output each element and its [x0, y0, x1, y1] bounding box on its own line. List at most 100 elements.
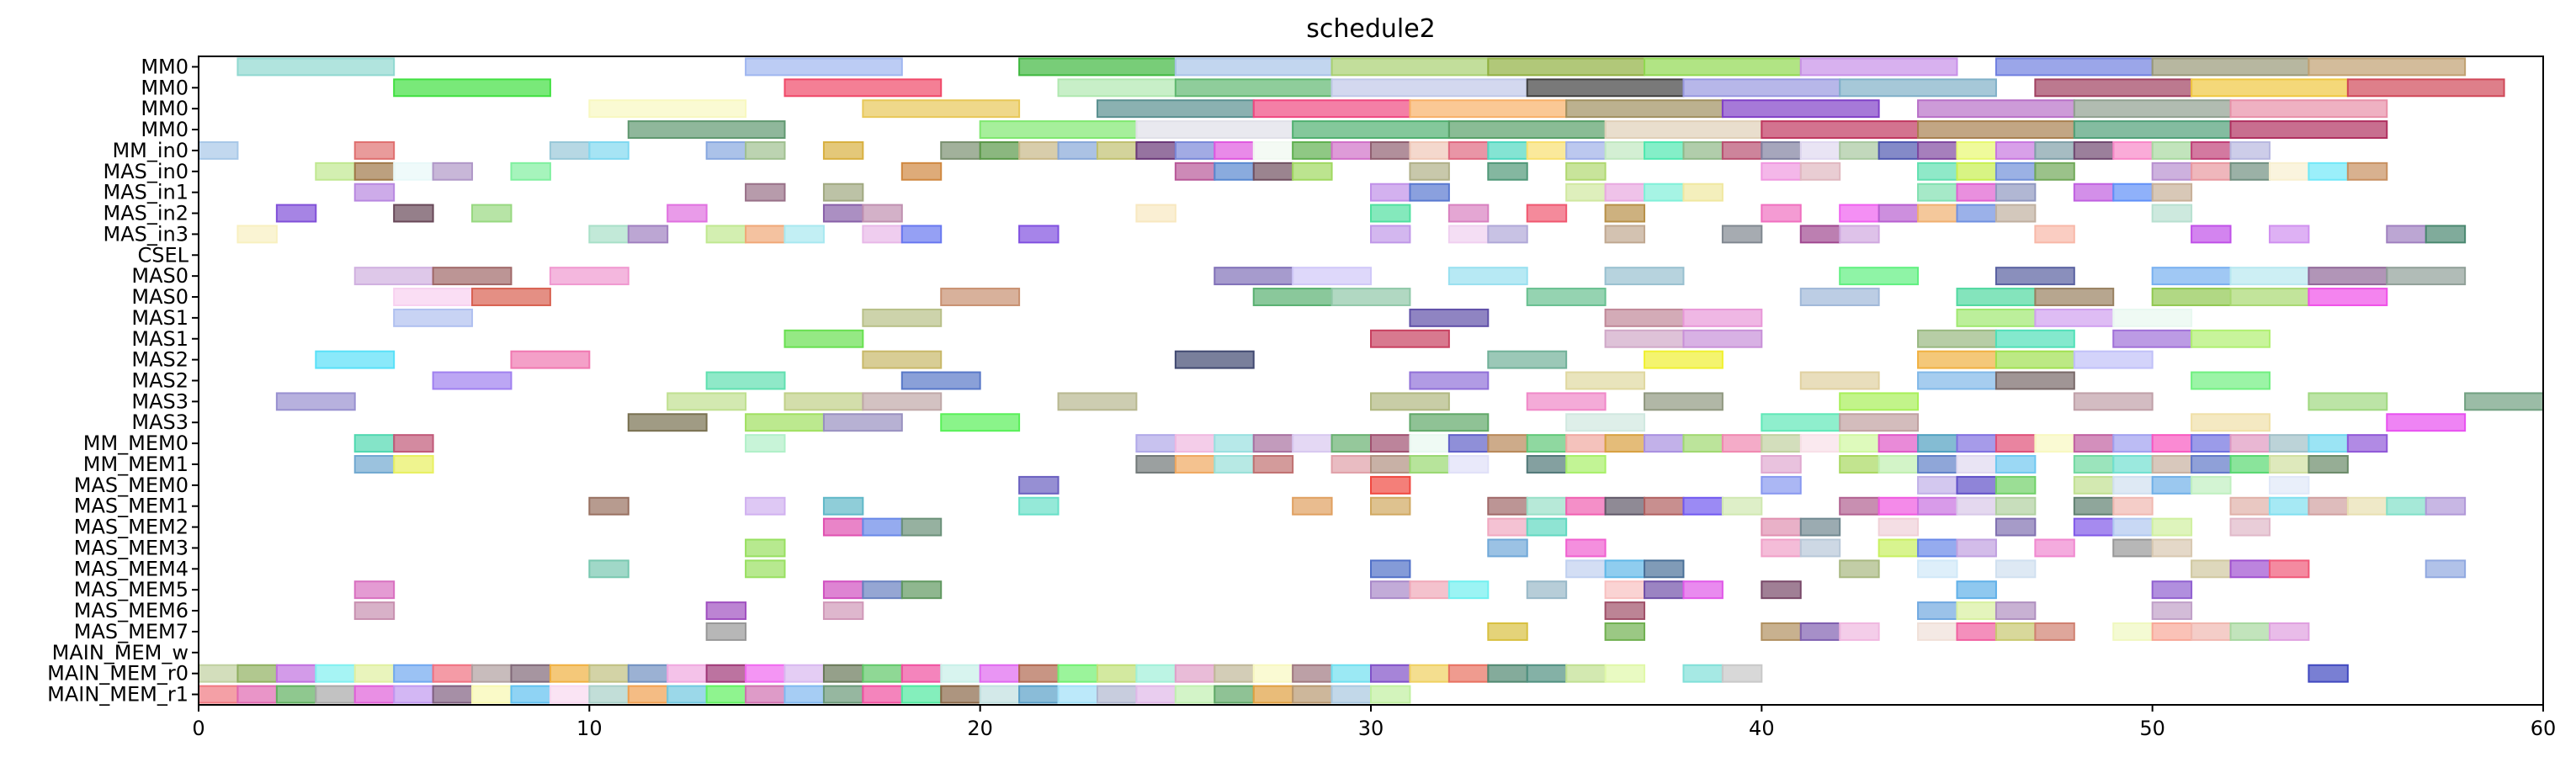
schedule-bar — [236, 685, 278, 704]
schedule-bar — [353, 455, 396, 474]
schedule-bar — [900, 161, 943, 181]
schedule-bar — [1917, 496, 1958, 516]
schedule-bar — [1487, 350, 1568, 369]
schedule-bar — [353, 183, 396, 202]
schedule-bar — [1135, 685, 1176, 704]
schedule-bar — [1330, 434, 1372, 453]
schedule-bar — [315, 350, 396, 369]
schedule-bar — [1761, 120, 1920, 139]
schedule-bar — [1799, 371, 1880, 390]
schedule-bar — [1878, 204, 1920, 223]
schedule-bar — [1370, 434, 1411, 453]
schedule-bar — [1252, 288, 1333, 306]
schedule-bar — [588, 99, 747, 119]
schedule-bar — [1839, 559, 1880, 579]
schedule-bar — [393, 288, 474, 306]
schedule-bar — [2112, 329, 2193, 348]
schedule-bar — [353, 664, 396, 683]
schedule-bar — [1565, 413, 1646, 432]
schedule-bar — [1174, 434, 1216, 453]
schedule-bar — [2425, 225, 2467, 244]
schedule-bar — [1721, 140, 1763, 160]
schedule-bar — [627, 225, 669, 244]
schedule-bar — [1174, 664, 1216, 683]
schedule-bar — [1487, 538, 1528, 558]
schedule-bar — [1526, 496, 1568, 516]
schedule-bar — [471, 685, 513, 704]
y-tick-label: MAS1 — [131, 306, 189, 330]
schedule-bar — [1956, 496, 1997, 516]
schedule-bar — [1252, 685, 1294, 704]
schedule-bar — [1526, 204, 1568, 223]
schedule-bar — [1330, 57, 1490, 77]
schedule-bar — [1917, 538, 1958, 558]
schedule-bar — [1018, 57, 1176, 77]
schedule-bar — [432, 371, 513, 390]
schedule-bar — [822, 664, 864, 683]
schedule-bar — [1409, 99, 1568, 119]
schedule-bar — [1761, 140, 1802, 160]
schedule-bar — [1917, 601, 1958, 621]
schedule-bar — [198, 685, 239, 704]
schedule-bar — [705, 685, 747, 704]
schedule-bar — [1956, 140, 1997, 160]
schedule-bar — [1994, 559, 2037, 579]
schedule-bar — [2229, 434, 2271, 453]
schedule-bar — [745, 183, 786, 202]
schedule-bar — [2112, 183, 2154, 202]
schedule-bar — [1487, 434, 1528, 453]
schedule-bar — [667, 664, 708, 683]
schedule-bar — [2034, 78, 2193, 98]
schedule-bar — [2268, 559, 2310, 579]
schedule-bar — [1721, 99, 1880, 119]
schedule-bar — [1604, 496, 1646, 516]
schedule-bar — [1721, 225, 1763, 244]
schedule-bar — [1682, 580, 1724, 600]
schedule-bar — [1018, 475, 1060, 495]
schedule-bar — [1799, 538, 1841, 558]
schedule-bar — [2308, 664, 2349, 683]
schedule-bar — [432, 664, 474, 683]
schedule-bar — [1878, 496, 1920, 516]
schedule-bar — [745, 225, 786, 244]
y-tick-label: MAS_in3 — [103, 222, 189, 246]
schedule-bar — [1917, 475, 1958, 495]
schedule-bar — [1604, 559, 1646, 579]
schedule-bar — [1526, 434, 1568, 453]
schedule-bar — [1370, 225, 1411, 244]
schedule-bar — [705, 140, 747, 160]
schedule-bar — [1761, 455, 1802, 474]
schedule-bar — [627, 685, 669, 704]
schedule-bar — [1761, 580, 1802, 600]
schedule-bar — [2034, 434, 2075, 453]
schedule-bar — [1526, 517, 1568, 537]
schedule-bar — [2191, 622, 2232, 641]
y-tick-label: MAS_MEM6 — [74, 599, 189, 622]
schedule-bar — [2112, 140, 2154, 160]
y-tick-label: MAS_in2 — [103, 202, 189, 225]
schedule-bar — [1917, 434, 1958, 453]
schedule-bar — [900, 371, 981, 390]
schedule-bar — [1839, 225, 1880, 244]
schedule-bar — [2386, 413, 2467, 432]
schedule-bar — [1644, 434, 1685, 453]
schedule-bar — [1956, 308, 2037, 327]
schedule-bar — [1917, 161, 1958, 181]
schedule-bar — [2191, 455, 2232, 474]
schedule-bar — [1956, 538, 1997, 558]
schedule-bar — [1252, 455, 1294, 474]
schedule-bar — [2073, 99, 2232, 119]
schedule-bar — [1292, 161, 1333, 181]
schedule-bar — [588, 685, 629, 704]
y-tick-label: MAS_MEM7 — [74, 620, 189, 643]
schedule-bar — [783, 329, 864, 348]
schedule-bar — [2268, 496, 2310, 516]
schedule-bar — [2151, 140, 2193, 160]
schedule-bar — [1565, 140, 1607, 160]
schedule-bar — [1409, 413, 1490, 432]
schedule-bar — [353, 267, 434, 286]
schedule-bar — [393, 204, 434, 223]
schedule-bar — [2229, 288, 2310, 306]
schedule-bar — [1994, 601, 2037, 621]
schedule-bar — [1330, 685, 1372, 704]
